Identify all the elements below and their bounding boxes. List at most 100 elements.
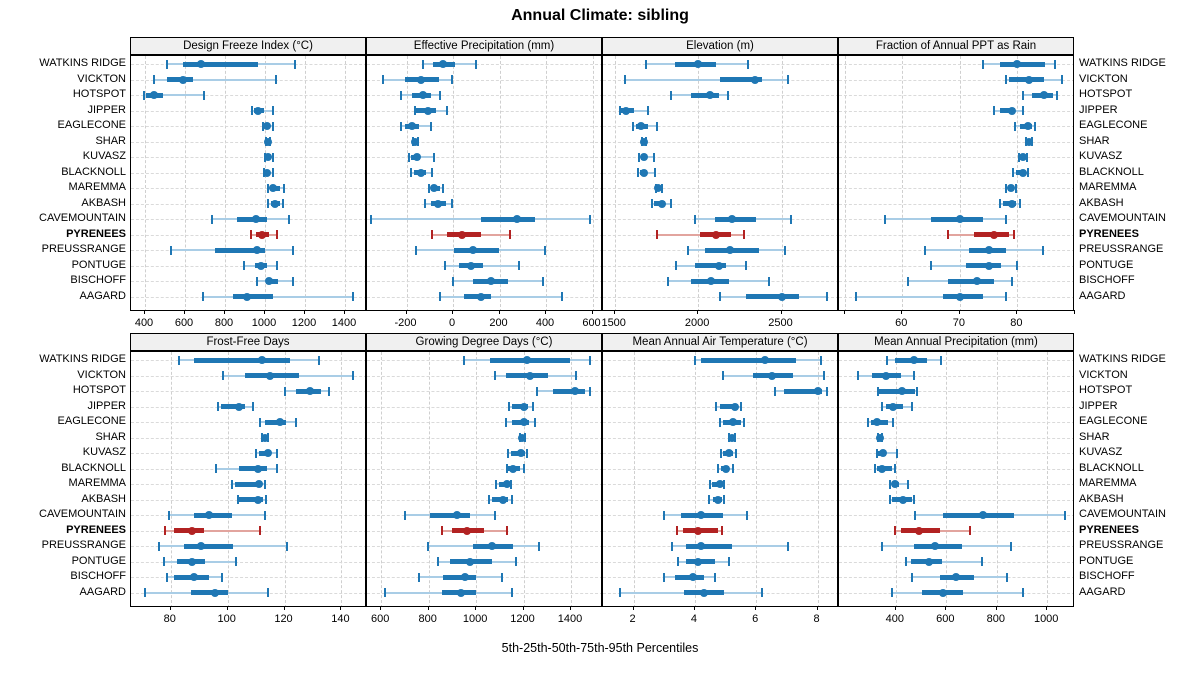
tick-label: 70 (952, 317, 966, 329)
whisker-cap (687, 245, 690, 255)
whisker-cap (911, 572, 914, 582)
tick-label: 1000 (1033, 613, 1059, 625)
median-dot (257, 356, 266, 364)
axis-tick (380, 606, 382, 610)
axis-tick (452, 310, 453, 314)
whisker-cap (856, 371, 859, 380)
whisker-cap (164, 526, 167, 535)
median-dot (1013, 60, 1022, 68)
whisker-cap (263, 510, 266, 520)
whisker-cap (907, 479, 910, 489)
gridline-row (367, 437, 601, 439)
site-label-hotspot: HOTSPOT (1079, 88, 1133, 100)
whisker-cap (452, 276, 454, 286)
whisker-cap (510, 495, 513, 504)
site-label-shar: SHAR (95, 430, 126, 443)
interquartile-bar (942, 512, 1015, 518)
site-label-maremma: MAREMMA (1079, 181, 1137, 193)
site-label-aagard: AAGARD (79, 289, 126, 302)
whisker-cap (235, 557, 238, 566)
gridline-row (367, 157, 601, 158)
site-label-pontuge: PONTUGE (1079, 554, 1134, 567)
median-dot (263, 137, 272, 146)
tick-label: 1400 (331, 317, 357, 329)
axis-tick (780, 310, 782, 314)
gridline-row (367, 391, 601, 392)
median-dot (243, 292, 251, 301)
median-dot (725, 246, 734, 254)
whisker-cap (230, 479, 233, 489)
whisker-cap (1004, 183, 1007, 193)
whisker-cap (855, 292, 858, 301)
gridline-row (131, 126, 365, 127)
gridline-row (131, 453, 365, 454)
gridline-vertical (614, 56, 616, 310)
whisker-cap (892, 417, 895, 427)
whisker-cap (1055, 90, 1058, 100)
axis-tick (632, 606, 634, 610)
whisker-cap (276, 464, 279, 473)
tick-label: 600 (936, 613, 955, 625)
whisker-cap (645, 59, 648, 69)
median-dot (263, 449, 272, 457)
gridline-vertical (170, 352, 172, 606)
whisker-cap (632, 121, 634, 131)
gridline-row (839, 499, 1073, 501)
gridline-row (367, 468, 601, 470)
gridline-vertical (902, 56, 904, 310)
median-dot (1018, 153, 1027, 161)
axis-tick (697, 310, 699, 314)
whisker-cap (1060, 75, 1063, 84)
tick-label: 60 (895, 317, 908, 329)
whisker-cap (652, 152, 655, 162)
tick-label: 200 (489, 317, 508, 329)
interquartile-bar (879, 388, 915, 394)
whisker-cap (574, 371, 577, 380)
whisker-cap (1025, 152, 1028, 162)
site-label-bischoff: BISCHOFF (70, 274, 126, 286)
whisker-cap (1004, 214, 1007, 224)
whisker-cap (421, 59, 424, 69)
gridline-vertical (523, 352, 525, 606)
median-dot (889, 402, 898, 411)
whisker-cap (969, 526, 972, 535)
median-dot (761, 356, 770, 364)
site-label-pontuge: PONTUGE (71, 554, 126, 567)
site-label-pyrenees: PYRENEES (1079, 523, 1139, 536)
whisker-cap (651, 199, 654, 208)
whisker-line (144, 94, 204, 96)
whisker-cap (168, 510, 171, 520)
median-dot (909, 356, 918, 364)
panel-header-frost-free-days: Frost-Free Days (130, 333, 366, 351)
gridline-vertical (265, 56, 266, 310)
interquartile-bar (1000, 61, 1046, 67)
site-label-watkins-ridge: WATKINS RIDGE (1079, 57, 1166, 69)
gridline-row (131, 172, 365, 174)
whisker-cap (276, 448, 279, 458)
whisker-cap (675, 261, 678, 270)
interquartile-bar (783, 388, 823, 394)
tick-label: -200 (394, 317, 417, 329)
interquartile-bar (264, 419, 286, 425)
median-dot (306, 387, 315, 395)
axis-tick (613, 310, 615, 314)
whisker-cap (352, 292, 354, 301)
median-dot (430, 184, 439, 192)
whisker-cap (501, 572, 504, 582)
whisker-cap (252, 402, 255, 411)
panel-header-design-freeze-index-c: Design Freeze Index (°C) (130, 37, 366, 55)
median-dot (235, 402, 243, 411)
whisker-cap (399, 90, 402, 100)
median-dot (433, 199, 442, 208)
whisker-cap (924, 245, 927, 255)
gridline-vertical (844, 56, 846, 310)
whisker-cap (667, 276, 669, 286)
site-label-pontuge: PONTUGE (71, 258, 126, 271)
tick-label: 6 (752, 613, 759, 625)
whisker-cap (518, 261, 521, 270)
median-dot (767, 371, 776, 380)
whisker-cap (259, 417, 262, 427)
median-dot (265, 277, 274, 285)
whisker-cap (732, 464, 735, 473)
